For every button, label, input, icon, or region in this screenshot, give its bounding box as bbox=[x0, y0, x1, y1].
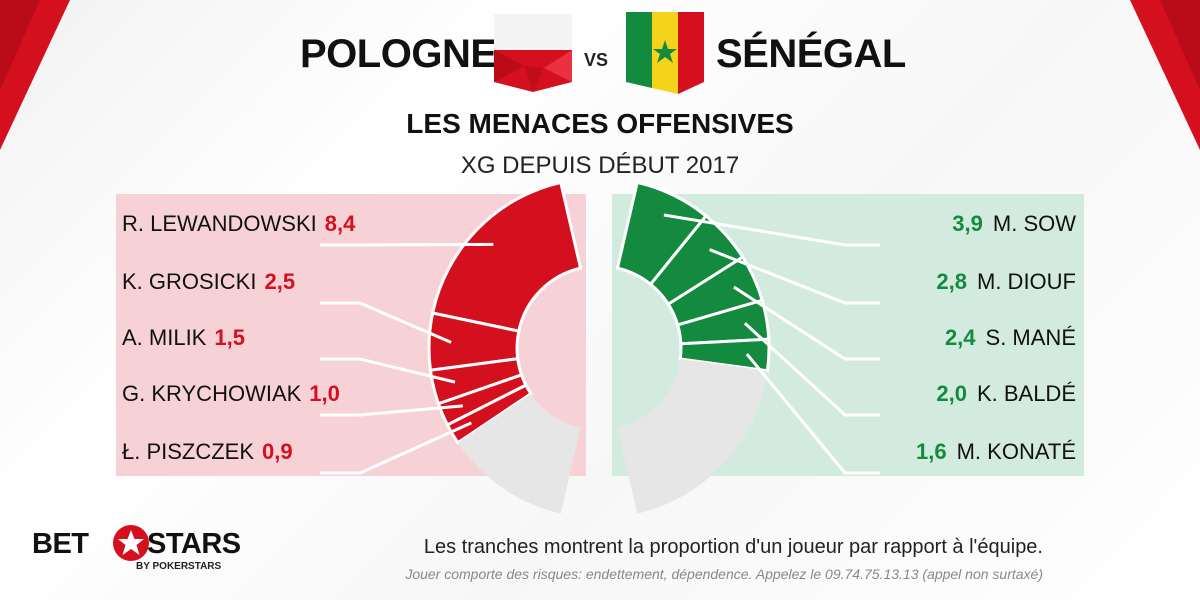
team-left-name: POLOGNE bbox=[300, 32, 497, 76]
player-name: G. KRYCHOWIAK bbox=[122, 381, 302, 406]
team-right-name: SÉNÉGAL bbox=[716, 32, 906, 76]
senegal-player-label: 2,0 K. BALDÉ bbox=[936, 381, 1076, 407]
poland-leader-line-2 bbox=[320, 301, 452, 344]
chart-footnote: Les tranches montrent la proportion d'un… bbox=[423, 536, 1043, 558]
senegal-leader-line-2 bbox=[709, 248, 880, 305]
xg-value: 1,5 bbox=[214, 325, 245, 350]
poland-slice-remainder bbox=[457, 393, 581, 514]
decor-corner-right-dark bbox=[1160, 0, 1200, 90]
senegal-player-label: 2,4 S. MANÉ bbox=[945, 325, 1076, 351]
player-name: M. SOW bbox=[992, 211, 1076, 236]
senegal-leader-line-1 bbox=[663, 213, 880, 247]
senegal-player-label: 2,8 M. DIOUF bbox=[936, 269, 1076, 295]
poland-player-label: G. KRYCHOWIAK 1,0 bbox=[122, 381, 340, 407]
xg-value: 2,0 bbox=[936, 381, 967, 406]
xg-value: 2,5 bbox=[264, 269, 296, 294]
player-name: K. BALDÉ bbox=[976, 381, 1076, 406]
xg-value: 1,6 bbox=[916, 439, 947, 464]
player-name: A. MILIK bbox=[122, 325, 207, 350]
poland-player-label: A. MILIK 1,5 bbox=[122, 325, 245, 351]
senegal-leader-line-4 bbox=[743, 322, 880, 417]
senegal-leader-line-5 bbox=[745, 353, 880, 475]
senegal-player-label: 1,6 M. KONATÉ bbox=[916, 439, 1076, 465]
legal-disclaimer: Jouer comporte des risques: endettement,… bbox=[405, 566, 1043, 582]
star-icon bbox=[113, 525, 149, 561]
poland-flag-icon bbox=[494, 14, 572, 92]
senegal-slice-remainder bbox=[617, 358, 768, 514]
poland-leader-line-4 bbox=[320, 404, 463, 417]
logo-tagline: BY POKERSTARS bbox=[136, 561, 222, 572]
xg-value: 8,4 bbox=[324, 211, 356, 236]
player-name: Ł. PISZCZEK bbox=[122, 439, 255, 464]
poland-player-label: K. GROSICKI 2,5 bbox=[122, 269, 295, 295]
poland-player-label: R. LEWANDOWSKI 8,4 bbox=[122, 211, 355, 237]
title-row: POLOGNE VS SÉNÉGAL bbox=[0, 12, 1200, 94]
senegal-flag-icon bbox=[626, 12, 704, 94]
poland-slice-1 bbox=[430, 180, 583, 333]
senegal-leader-line-3 bbox=[733, 285, 880, 361]
xg-value: 3,9 bbox=[952, 211, 983, 236]
player-name: M. KONATÉ bbox=[956, 439, 1076, 464]
senegal-player-label: 3,9 M. SOW bbox=[952, 211, 1076, 237]
xg-value: 1,0 bbox=[309, 381, 340, 406]
logo-text-right: STARS bbox=[147, 528, 241, 560]
chart-title: LES MENACES OFFENSIVES bbox=[406, 108, 794, 139]
xg-value: 2,4 bbox=[944, 325, 976, 350]
player-name: S. MANÉ bbox=[985, 325, 1076, 350]
player-name: R. LEWANDOWSKI bbox=[122, 211, 317, 236]
poland-player-label: Ł. PISZCZEK 0,9 bbox=[122, 439, 293, 465]
poland-leader-line-5 bbox=[320, 421, 472, 475]
logo-text-left: BET bbox=[32, 528, 89, 560]
betstars-logo: BET STARS BY POKERSTARS bbox=[32, 525, 241, 578]
player-name: M. DIOUF bbox=[977, 269, 1076, 294]
poland-leader-line-3 bbox=[320, 357, 456, 384]
chart-subtitle: XG DEPUIS DÉBUT 2017 bbox=[460, 152, 740, 179]
xg-value: 0,9 bbox=[262, 439, 293, 464]
player-name: K. GROSICKI bbox=[122, 269, 257, 294]
poland-leader-line-1 bbox=[320, 242, 494, 247]
xg-value: 2,8 bbox=[936, 269, 967, 294]
decor-corner-left-dark bbox=[0, 0, 40, 90]
versus-label: VS bbox=[584, 50, 609, 70]
